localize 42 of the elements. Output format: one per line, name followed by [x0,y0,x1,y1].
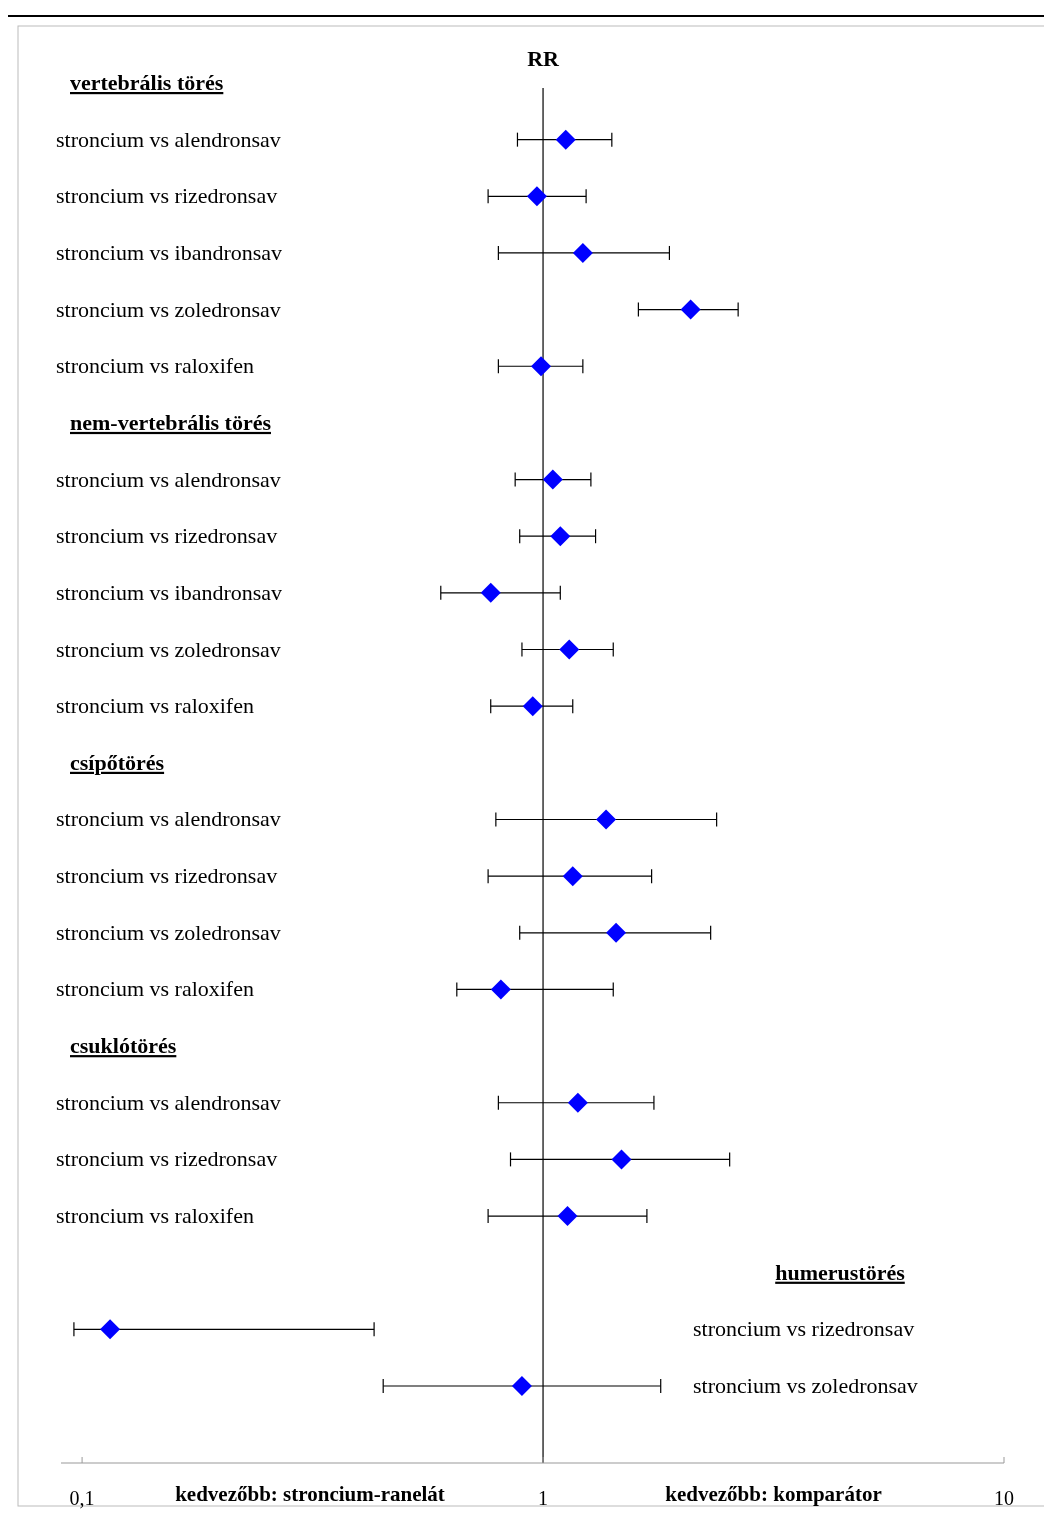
y-tick-label: stroncium vs raloxifen [56,693,254,719]
point [542,469,563,490]
point [522,696,543,717]
point [555,129,576,150]
y-tick-label: stroncium vs raloxifen [56,353,254,379]
point [531,356,552,377]
point [526,186,547,207]
y-tick-label: stroncium vs rizedronsav [56,183,278,209]
y-tick-label: stroncium vs zoledronsav [56,919,281,945]
point [557,1206,578,1227]
y-tick-label: stroncium vs zoledronsav [56,296,281,322]
y-tick-label: stroncium vs alendronsav [56,126,281,152]
y-tick-label: stroncium vs ibandronsav [56,239,283,265]
y-tick-label: stroncium vs alendronsav [56,466,281,492]
y-tick-label: stroncium vs rizedronsav [56,523,278,549]
x-tick-label: 0,1 [69,1487,95,1509]
point [567,1092,588,1113]
y-tick-label: stroncium vs raloxifen [56,976,254,1002]
point [572,242,593,263]
y-tick-label: stroncium vs rizedronsav [56,1146,278,1172]
y-tick-label: stroncium vs ibandronsav [56,579,283,605]
y-tick-label: nem-vertebrális törés [70,409,272,435]
x-tick-label: 10 [994,1487,1014,1509]
y-tick-label: stroncium vs zoledronsav [56,636,281,662]
y-tick-label: stroncium vs zoledronsav [693,1373,918,1398]
y-tick-label: stroncium vs alendronsav [56,1089,281,1115]
y-tick-label: stroncium vs rizedronsav [693,1316,915,1342]
y-tick-label: stroncium vs raloxifen [56,1203,254,1229]
point [511,1376,532,1396]
text: kedvezőbb: stroncium-ranelát [175,1482,445,1506]
point [559,639,580,660]
y-tick-label: csípőtörés [70,749,165,775]
y-tick-label: stroncium vs alendronsav [56,806,281,832]
point [562,866,583,887]
y-tick-label: csuklótörés [70,1033,177,1059]
point [550,526,571,547]
y-tick-label: vertebrális törés [70,70,224,95]
y-tick-label: humerustörés [775,1259,906,1285]
y-tick-label: stroncium vs rizedronsav [56,863,278,889]
text: kedvezőbb: komparátor [665,1482,882,1506]
x-tick-label: 1 [538,1487,549,1509]
x-axis-title: RR [527,46,561,71]
